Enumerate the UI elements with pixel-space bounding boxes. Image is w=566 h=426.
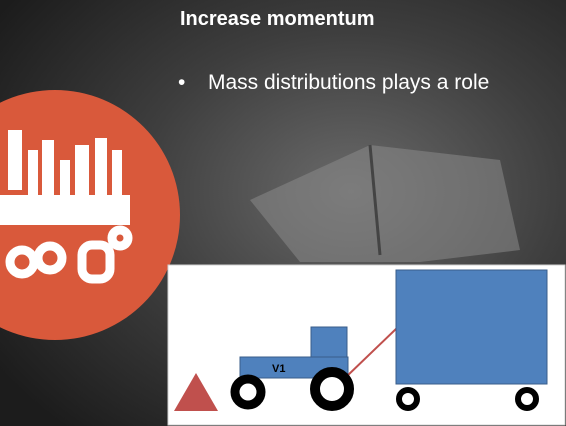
bullet-text: Mass distributions plays a role xyxy=(208,71,489,94)
vehicle-label: V1 xyxy=(272,363,285,375)
bullet-marker: • xyxy=(178,71,185,94)
slide: Increase momentum • Mass distributions p… xyxy=(0,0,566,426)
slide-title: Increase momentum xyxy=(180,8,375,30)
trailer-box xyxy=(396,270,547,384)
vehicle-cab xyxy=(311,327,347,357)
